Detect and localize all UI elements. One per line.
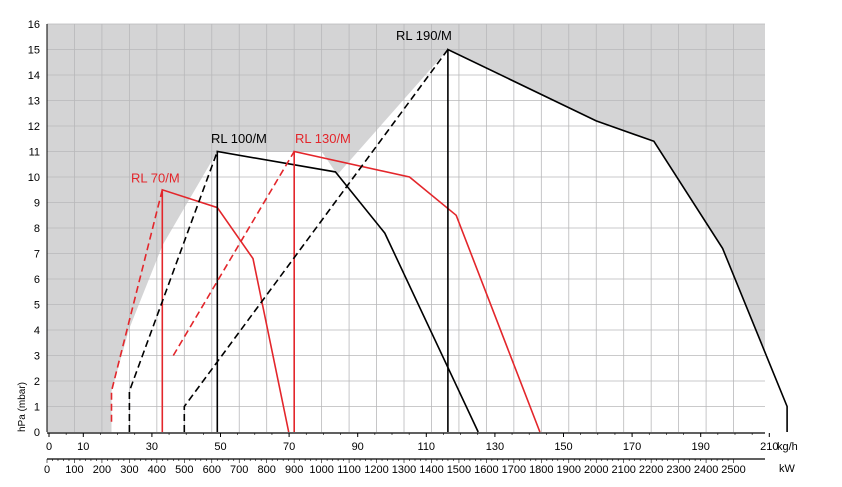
curve-rl-100-m-dashed (128, 151, 219, 432)
label-rl-100-m: RL 100/M (211, 131, 267, 146)
label-rl-190-m: RL 190/M (396, 28, 452, 43)
x-kw-tick-label: 1200 (364, 464, 388, 476)
y-axis-title: hPa (mbar) (17, 382, 28, 432)
x-kgh-tick-label: 110 (418, 441, 436, 453)
x-kgh-tick-label: 0 (46, 441, 52, 453)
x-kw-tick-label: 100 (65, 464, 83, 476)
y-tick-label: 15 (28, 45, 40, 57)
x-kw-tick-label: 1000 (309, 464, 333, 476)
y-tick-label: 13 (28, 96, 40, 108)
y-tick-label: 4 (34, 325, 40, 337)
x-kw-tick-label: 1700 (502, 464, 526, 476)
x-kw-tick-label: 900 (285, 464, 303, 476)
series-labels: RL 70/M RL 100/M RL 130/M RL 190/M (131, 28, 452, 186)
x-kgh-tick-label: 50 (214, 441, 226, 453)
y-tick-label: 12 (28, 121, 40, 133)
y-tick-label: 5 (34, 300, 40, 312)
y-tick-label: 2 (34, 376, 40, 388)
y-tick-label: 7 (34, 249, 40, 261)
x-kw-tick-label: 1100 (337, 464, 361, 476)
x-kw-tick-label: 600 (203, 464, 221, 476)
y-tick-label: 10 (28, 172, 40, 184)
x-kgh-tick-label: 170 (623, 441, 641, 453)
x-kw-tick-label: 800 (258, 464, 276, 476)
x-kw-tick-label: 500 (175, 464, 193, 476)
x-kw-tick-label: 2500 (721, 464, 745, 476)
y-tick-label: 0 (34, 427, 40, 439)
x-kgh-tick-label: 90 (352, 441, 364, 453)
x-axis-kgh: 0 10 30 50 70 90 110 130 150 170 190 210 (46, 432, 778, 453)
y-tick-label: 14 (28, 70, 40, 82)
x-unit-kw: kW (779, 463, 796, 475)
y-tick-label: 16 (28, 19, 40, 31)
y-tick-label: 1 (34, 402, 40, 414)
curve-rl-130-m (293, 150, 541, 433)
x-kgh-tick-label: 150 (554, 441, 572, 453)
x-kw-tick-label: 700 (230, 464, 248, 476)
x-kw-tick-label: 1400 (419, 464, 443, 476)
x-kgh-tick-label: 190 (692, 441, 710, 453)
x-kgh-tick-label: 70 (283, 441, 295, 453)
x-kw-tick-label: 1900 (557, 464, 581, 476)
x-kw-tick-label: 2200 (639, 464, 663, 476)
x-kgh-tick-label: 210 (760, 441, 778, 453)
x-kw-tick-label: 300 (120, 464, 138, 476)
x-kw-tick-label: 2300 (666, 464, 690, 476)
x-kgh-tick-label: 30 (146, 441, 158, 453)
curve-rl-130-m-dashed (172, 151, 295, 356)
envelope-white-area (111, 49, 788, 432)
y-tick-label: 8 (34, 223, 40, 235)
curves (110, 48, 788, 433)
curve-rl-190-m-dashed (183, 49, 449, 432)
x-kgh-tick-label: 10 (77, 441, 89, 453)
curve-rl-70-m (161, 188, 290, 433)
y-tick-label: 11 (29, 147, 40, 159)
x-kw-tick-label: 400 (148, 464, 166, 476)
x-kw-tick-label: 2400 (694, 464, 718, 476)
x-kw-tick-label: 200 (93, 464, 111, 476)
x-kw-tick-label: 2000 (584, 464, 608, 476)
y-tick-label: 6 (34, 274, 40, 286)
x-unit-kgh: kg/h (777, 441, 798, 453)
curve-rl-190-m (447, 48, 788, 432)
y-tick-label: 3 (34, 351, 40, 363)
x-kw-tick-label: 2100 (611, 464, 635, 476)
x-kw-tick-label: 0 (44, 464, 50, 476)
x-kw-tick-label: 1800 (529, 464, 553, 476)
x-axis-kw: 0 100 200 300 400 500 600 700 800 900 1000 1100 1200… (44, 458, 765, 476)
label-rl-130-m: RL 130/M (295, 131, 351, 146)
label-rl-70-m: RL 70/M (131, 171, 180, 186)
x-kw-tick-label: 1300 (392, 464, 416, 476)
curve-rl-100-m (216, 150, 479, 433)
x-kgh-tick-label: 130 (486, 441, 504, 453)
curve-rl-70-m-dashed (110, 189, 164, 422)
x-kw-tick-label: 1600 (474, 464, 498, 476)
x-kw-tick-label: 1500 (447, 464, 471, 476)
y-tick-label: 9 (34, 198, 40, 210)
